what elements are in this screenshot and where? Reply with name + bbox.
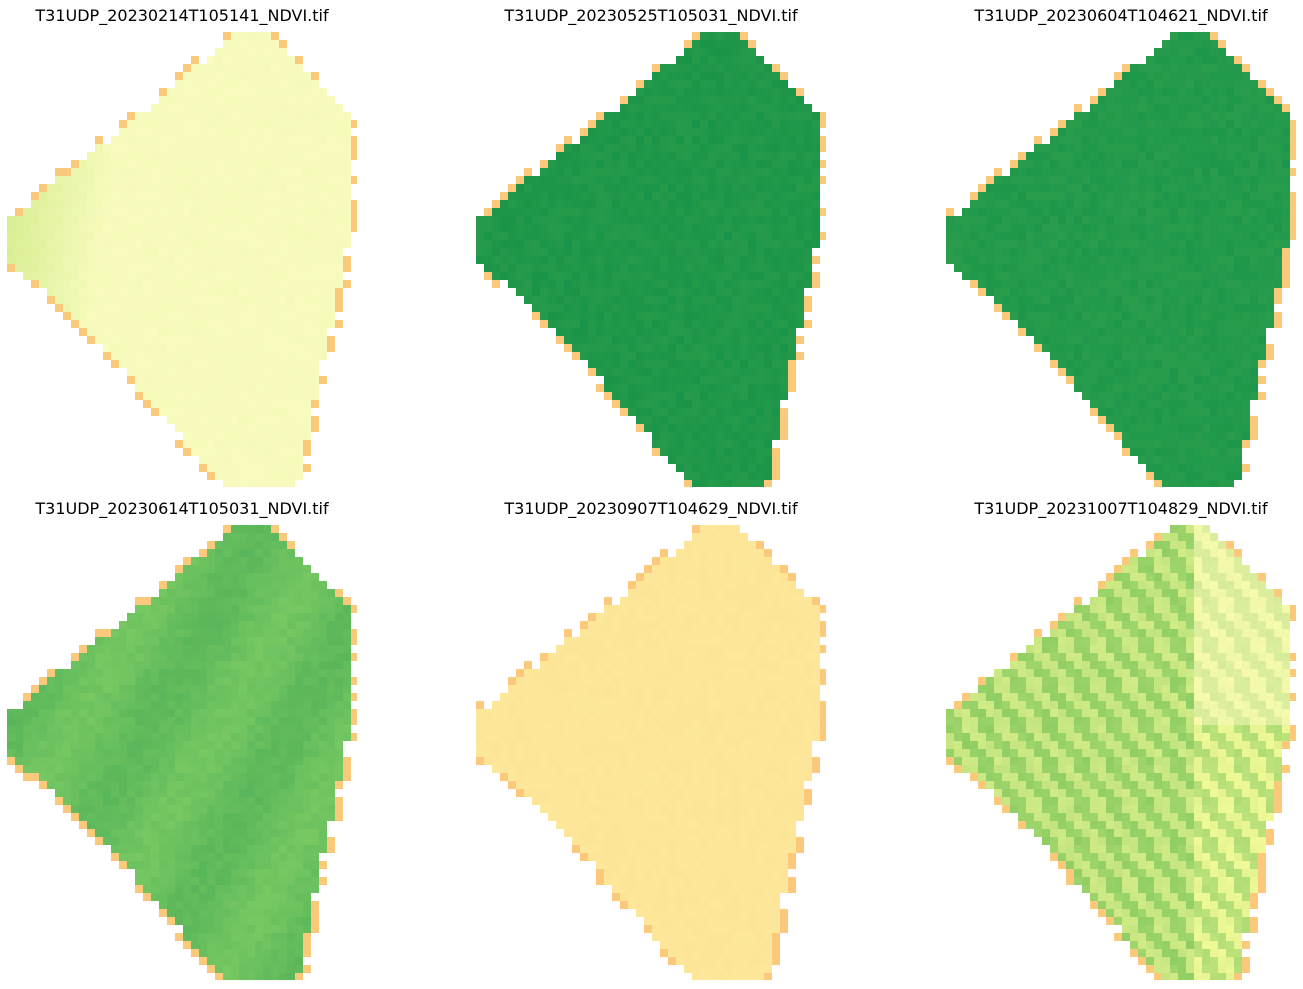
panel-title: T31UDP_20230525T105031_NDVI.tif	[504, 6, 798, 25]
ndvi-raster	[946, 525, 1296, 980]
ndvi-raster	[7, 525, 357, 980]
ndvi-raster	[7, 32, 357, 487]
ndvi-raster	[476, 32, 826, 487]
ndvi-raster	[946, 32, 1296, 487]
panel-title: T31UDP_20230604T104621_NDVI.tif	[974, 6, 1268, 25]
panel-title: T31UDP_20230907T104629_NDVI.tif	[504, 499, 798, 518]
ndvi-raster	[476, 525, 826, 980]
panel-title: T31UDP_20231007T104829_NDVI.tif	[974, 499, 1268, 518]
panel-title: T31UDP_20230214T105141_NDVI.tif	[35, 6, 329, 25]
panel-title: T31UDP_20230614T105031_NDVI.tif	[35, 499, 329, 518]
